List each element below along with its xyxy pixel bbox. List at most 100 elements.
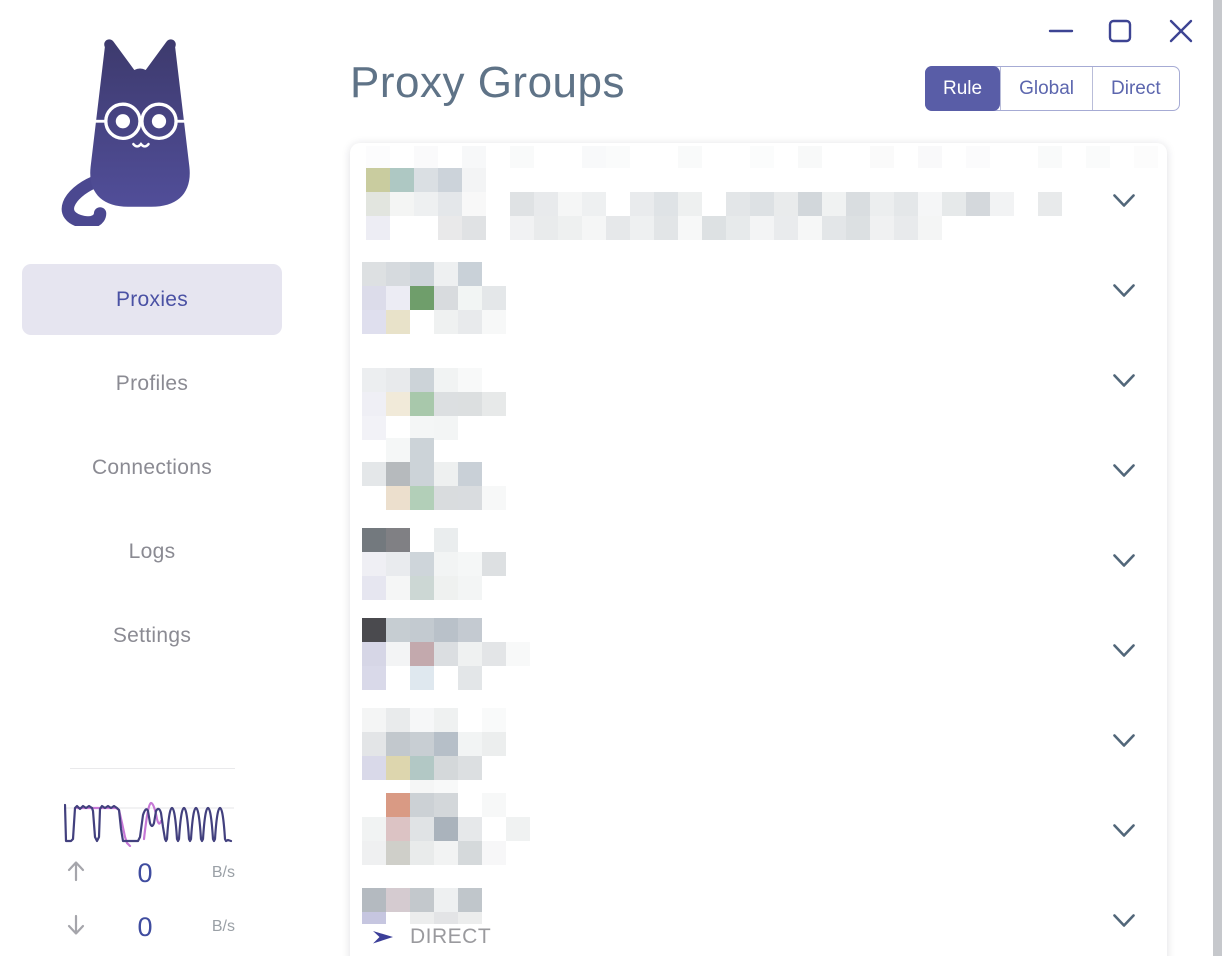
redacted-pixel-cell <box>386 732 410 756</box>
upload-rate-value: 0 <box>137 857 153 888</box>
redacted-pixel-cell <box>386 486 410 510</box>
chevron-down-icon[interactable] <box>1113 824 1135 838</box>
redacted-pixel-cell <box>458 912 482 924</box>
redacted-pixel-cell <box>362 368 386 392</box>
redacted-pixel-cell <box>458 817 482 841</box>
close-button[interactable] <box>1166 16 1196 46</box>
redacted-pixel-cell <box>386 392 410 416</box>
chevron-down-icon[interactable] <box>1113 734 1135 748</box>
redacted-pixel-cell <box>582 146 606 168</box>
sidebar-item-logs[interactable]: Logs <box>128 539 176 563</box>
redacted-pixel-cell <box>726 216 750 240</box>
redacted-pixel-cell <box>482 793 506 817</box>
redacted-pixel-cell <box>362 286 386 310</box>
redacted-pixel-cell <box>942 192 966 216</box>
scrollbar[interactable] <box>1213 0 1222 956</box>
redacted-pixel-cell <box>434 262 458 286</box>
chevron-down-icon[interactable] <box>1113 374 1135 388</box>
arrow-up-icon <box>65 859 99 888</box>
redacted-pixel-cell <box>822 216 846 240</box>
sidebar-item-proxies[interactable]: Proxies <box>22 264 282 335</box>
redacted-pixel-cell <box>750 146 774 168</box>
redacted-pixel-cell <box>410 368 434 392</box>
redacted-pixel-cell <box>458 756 482 780</box>
mode-rule-button[interactable]: Rule <box>925 66 1001 111</box>
redacted-pixel-cell <box>386 416 410 440</box>
redacted-pixel-cell <box>1086 146 1110 168</box>
redacted-pixel-cell <box>434 888 458 912</box>
sidebar-item-settings[interactable]: Settings <box>112 623 192 647</box>
download-rate-value: 0 <box>137 911 153 942</box>
redacted-pixel-cell <box>774 216 798 240</box>
redacted-pixel-cell <box>482 552 506 576</box>
redacted-pixel-cell <box>654 192 678 216</box>
redacted-pixel-cell <box>362 618 386 642</box>
redacted-pixel-cell <box>362 732 386 756</box>
redacted-pixel-cell <box>366 168 390 192</box>
redacted-pixel-cell <box>386 438 410 462</box>
redacted-pixel-cell <box>366 216 390 240</box>
minimize-button[interactable] <box>1046 16 1076 46</box>
redacted-pixel-cell <box>1038 192 1062 216</box>
redacted-pixel-cell <box>482 732 506 756</box>
redacted-pixel-cell <box>386 817 410 841</box>
redacted-pixel-cell <box>386 552 410 576</box>
direct-proxy-item[interactable]: DIRECT <box>370 922 491 952</box>
redacted-pixel-cell <box>410 756 434 780</box>
redacted-pixel-cell <box>386 310 410 334</box>
chevron-down-icon[interactable] <box>1113 194 1135 208</box>
redacted-pixel-cell <box>846 192 870 216</box>
redacted-pixel-cell <box>774 192 798 216</box>
redacted-pixel-cell <box>362 310 386 334</box>
redacted-pixel-cell <box>582 216 606 240</box>
redacted-pixel-cell <box>510 146 534 168</box>
chevron-down-icon[interactable] <box>1113 914 1135 928</box>
redacted-pixel-cell <box>414 146 438 168</box>
redacted-pixel-cell <box>606 146 630 168</box>
redacted-pixel-cell <box>434 576 458 600</box>
redacted-pixel-cell <box>462 216 486 240</box>
redacted-pixel-cell <box>458 708 482 732</box>
redacted-pixel-cell <box>438 168 462 192</box>
redacted-pixel-cell <box>438 216 462 240</box>
maximize-button[interactable] <box>1105 16 1135 46</box>
upload-rate: 0 B/s <box>65 856 235 890</box>
redacted-pixel-cell <box>362 392 386 416</box>
redacted-pixel-cell <box>534 192 558 216</box>
redacted-pixel-cell <box>362 528 386 552</box>
redacted-pixel-cell <box>482 841 506 865</box>
redacted-pixel-cell <box>362 912 386 924</box>
close-icon <box>1169 19 1193 43</box>
redacted-pixel-cell <box>410 708 434 732</box>
redacted-pixel-cell <box>362 817 386 841</box>
redacted-pixel-cell <box>630 216 654 240</box>
redacted-pixel-cell <box>410 286 434 310</box>
redacted-pixel-cell <box>414 216 438 240</box>
mode-global-button[interactable]: Global <box>1000 67 1092 110</box>
app-logo-cat <box>45 26 235 229</box>
redacted-pixel-cell <box>506 642 530 666</box>
redacted-pixel-cell <box>410 310 434 334</box>
redacted-pixel-cell <box>414 192 438 216</box>
chevron-down-icon[interactable] <box>1113 554 1135 568</box>
chevron-down-icon[interactable] <box>1113 284 1135 298</box>
redacted-pixel-cell <box>362 576 386 600</box>
mode-direct-button[interactable]: Direct <box>1092 67 1179 110</box>
chevron-down-icon[interactable] <box>1113 644 1135 658</box>
chevron-down-icon[interactable] <box>1113 464 1135 478</box>
redacted-pixel-cell <box>582 192 606 216</box>
redacted-pixel-cell <box>362 552 386 576</box>
redacted-pixel-cell <box>362 262 386 286</box>
redacted-pixel-cell <box>390 168 414 192</box>
upload-rate-unit: B/s <box>211 864 235 881</box>
sidebar-item-connections[interactable]: Connections <box>91 455 213 479</box>
redacted-pixel-cell <box>362 416 386 440</box>
redacted-pixel-cell <box>362 462 386 486</box>
redacted-pixel-cell <box>534 216 558 240</box>
redacted-pixel-cell <box>386 793 410 817</box>
redacted-pixel-cell <box>798 192 822 216</box>
redacted-pixel-cell <box>386 262 410 286</box>
sidebar-item-profiles[interactable]: Profiles <box>115 371 189 395</box>
redacted-pixel-cell <box>434 817 458 841</box>
redacted-pixel-cell <box>386 618 410 642</box>
